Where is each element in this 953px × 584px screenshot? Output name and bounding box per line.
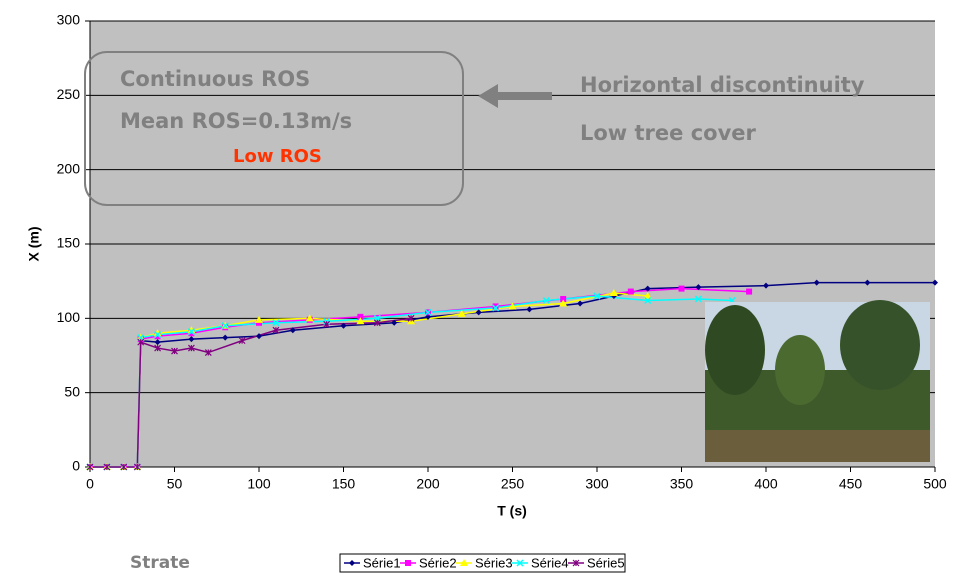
legend-label: Série2 [419, 555, 457, 570]
legend-label: Série5 [587, 555, 625, 570]
photo-tree [775, 335, 825, 405]
x-tick-label: 500 [923, 476, 947, 492]
marker [746, 289, 752, 295]
x-tick-label: 100 [247, 476, 271, 492]
legend: Série1 Série2 Série3 Série4 Série5 [340, 554, 625, 572]
y-tick-label: 250 [57, 86, 81, 102]
x-tick-label: 0 [86, 476, 94, 492]
y-tick-label: 0 [72, 458, 80, 474]
legend-label: Série4 [531, 555, 569, 570]
photo-ground [705, 430, 930, 462]
x-tick-label: 400 [754, 476, 778, 492]
y-tick-label: 100 [57, 309, 81, 325]
annotation: Continuous ROS [120, 67, 310, 91]
x-tick-label: 350 [670, 476, 694, 492]
y-tick-label: 200 [57, 160, 81, 176]
marker [405, 560, 411, 566]
y-tick-label: 50 [64, 383, 80, 399]
annotation: Horizontal discontinuity [580, 73, 865, 97]
marker [628, 289, 634, 295]
x-tick-label: 300 [585, 476, 609, 492]
chart: Continuous ROS Mean ROS=0.13m/s Low ROS … [0, 0, 953, 584]
annotation: Low tree cover [580, 121, 757, 145]
x-tick-label: 50 [167, 476, 183, 492]
page: Continuous ROS Mean ROS=0.13m/s Low ROS … [0, 0, 953, 584]
legend-label: Série3 [475, 555, 513, 570]
legend-label: Série1 [363, 555, 401, 570]
marker [679, 286, 685, 292]
x-tick-label: 150 [332, 476, 356, 492]
photo-tree [705, 305, 765, 395]
x-tick-label: 450 [839, 476, 863, 492]
annotation: Strate [130, 553, 190, 573]
x-tick-label: 200 [416, 476, 440, 492]
annotation: Mean ROS=0.13m/s [120, 109, 352, 133]
x-tick-label: 250 [501, 476, 525, 492]
x-axis-title: T (s) [497, 503, 527, 519]
y-axis-title: X (m) [26, 227, 42, 262]
annotation: Low ROS [233, 146, 322, 167]
y-tick-label: 300 [57, 12, 81, 28]
y-tick-label: 150 [57, 235, 81, 251]
photo [705, 300, 930, 462]
photo-tree [840, 300, 920, 390]
